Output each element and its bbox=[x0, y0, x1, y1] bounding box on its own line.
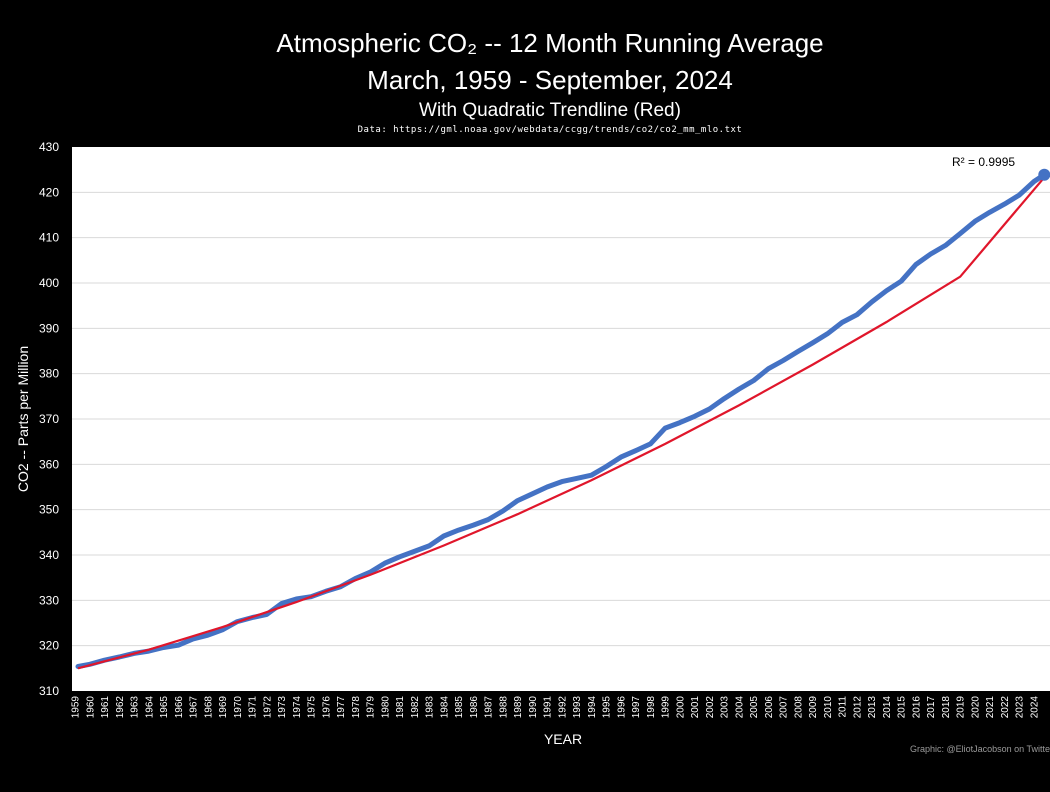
x-tick-label: 1980 bbox=[380, 696, 391, 719]
x-tick-label: 2001 bbox=[690, 696, 701, 719]
y-axis-title: CO2 -- Parts per Million bbox=[15, 346, 31, 492]
y-tick-label: 390 bbox=[39, 321, 59, 335]
x-tick-label: 1969 bbox=[218, 696, 229, 719]
y-tick-label: 340 bbox=[39, 548, 59, 562]
x-tick-label: 2014 bbox=[882, 696, 893, 719]
x-tick-label: 2022 bbox=[1000, 696, 1011, 719]
x-tick-label: 1974 bbox=[292, 696, 303, 719]
y-tick-label: 430 bbox=[39, 140, 59, 154]
x-tick-label: 1963 bbox=[130, 696, 141, 719]
x-tick-label: 2019 bbox=[956, 696, 967, 719]
graphic-credit: Graphic: @EliotJacobson on Twitte bbox=[909, 744, 1050, 754]
x-tick-label: 2023 bbox=[1015, 696, 1026, 719]
trendline-series-line bbox=[77, 176, 1046, 670]
chart-subtitle: With Quadratic Trendline (Red) bbox=[419, 100, 681, 121]
x-tick-label: 1979 bbox=[366, 696, 377, 719]
latest-data-point bbox=[1038, 168, 1050, 181]
x-tick-label: 2010 bbox=[823, 696, 834, 719]
x-axis: 1959 1960 1961 1962 1963 1964 1965 1966 1967 1968… bbox=[71, 696, 1041, 719]
x-tick-label: 2017 bbox=[926, 696, 937, 719]
x-tick-label: 2006 bbox=[764, 696, 775, 719]
y-tick-label: 410 bbox=[39, 231, 59, 245]
y-tick-label: 350 bbox=[39, 503, 59, 517]
x-tick-label: 2011 bbox=[838, 696, 849, 718]
x-tick-label: 1973 bbox=[277, 696, 288, 719]
chart-title: Atmospheric CO₂ -- 12 Month Running Aver… bbox=[276, 28, 824, 58]
x-tick-label: 1968 bbox=[203, 696, 214, 719]
y-tick-label: 330 bbox=[39, 593, 59, 607]
x-tick-label: 2000 bbox=[675, 696, 686, 719]
x-tick-label: 1986 bbox=[469, 696, 480, 719]
y-tick-label: 400 bbox=[39, 276, 59, 290]
x-tick-label: 1981 bbox=[395, 696, 406, 719]
x-tick-label: 1992 bbox=[557, 696, 568, 719]
x-tick-label: 2015 bbox=[897, 696, 908, 719]
x-tick-label: 1990 bbox=[528, 696, 539, 719]
x-tick-label: 1959 bbox=[71, 696, 82, 719]
x-tick-label: 1998 bbox=[646, 696, 657, 719]
x-tick-label: 1961 bbox=[100, 696, 111, 719]
x-tick-label: 2003 bbox=[720, 696, 731, 719]
x-tick-label: 1960 bbox=[85, 696, 96, 719]
y-tick-label: 310 bbox=[39, 684, 59, 698]
x-tick-label: 1995 bbox=[602, 696, 613, 719]
y-tick-label: 420 bbox=[39, 185, 59, 199]
x-tick-label: 2004 bbox=[734, 696, 745, 719]
x-tick-label: 2007 bbox=[779, 696, 790, 719]
x-tick-label: 1970 bbox=[233, 696, 244, 719]
x-axis-title: YEAR bbox=[544, 731, 582, 747]
x-tick-label: 1983 bbox=[425, 696, 436, 719]
y-tick-label: 380 bbox=[39, 367, 59, 381]
x-tick-label: 1977 bbox=[336, 696, 347, 719]
x-tick-label: 1966 bbox=[174, 696, 185, 719]
x-tick-label: 1972 bbox=[262, 696, 273, 719]
x-tick-label: 1964 bbox=[144, 696, 155, 719]
x-tick-label: 1996 bbox=[616, 696, 627, 719]
x-tick-label: 2024 bbox=[1030, 696, 1041, 719]
x-tick-label: 1991 bbox=[543, 696, 554, 719]
x-tick-label: 2009 bbox=[808, 696, 819, 719]
x-tick-label: 1965 bbox=[159, 696, 170, 719]
x-tick-label: 2005 bbox=[749, 696, 760, 719]
x-tick-label: 1989 bbox=[513, 696, 524, 719]
x-tick-label: 1976 bbox=[321, 696, 332, 719]
x-tick-label: 2020 bbox=[970, 696, 981, 719]
x-tick-label: 2012 bbox=[852, 696, 863, 719]
r-squared-annotation: R² = 0.9995 bbox=[952, 155, 1015, 169]
data-source: Data: https://gml.noaa.gov/webdata/ccgg/… bbox=[357, 125, 743, 135]
x-tick-label: 1999 bbox=[661, 696, 672, 719]
x-tick-label: 1975 bbox=[307, 696, 318, 719]
y-tick-label: 360 bbox=[39, 457, 59, 471]
x-tick-label: 1994 bbox=[587, 696, 598, 719]
x-tick-label: 2021 bbox=[985, 696, 996, 719]
x-tick-label: 2013 bbox=[867, 696, 878, 719]
x-tick-label: 1967 bbox=[189, 696, 200, 719]
x-tick-label: 1971 bbox=[248, 696, 259, 719]
x-tick-label: 1987 bbox=[484, 696, 495, 719]
y-axis: 310 320 330 340 350 360 370 380 390 400 410 420 430 bbox=[39, 140, 59, 698]
chart-date-range: March, 1959 - September, 2024 bbox=[367, 65, 733, 95]
x-tick-label: 1982 bbox=[410, 696, 421, 719]
x-tick-label: 1985 bbox=[454, 696, 465, 719]
x-tick-label: 1988 bbox=[498, 696, 509, 719]
y-tick-label: 320 bbox=[39, 639, 59, 653]
gridlines bbox=[72, 191, 1050, 647]
x-tick-label: 2008 bbox=[793, 696, 804, 719]
x-tick-label: 1984 bbox=[439, 696, 450, 719]
x-tick-label: 2002 bbox=[705, 696, 716, 719]
x-tick-label: 1997 bbox=[631, 696, 642, 719]
y-tick-label: 370 bbox=[39, 412, 59, 426]
x-tick-label: 1993 bbox=[572, 696, 583, 719]
x-tick-label: 2018 bbox=[941, 696, 952, 719]
x-tick-label: 1978 bbox=[351, 696, 362, 719]
x-tick-label: 1962 bbox=[115, 696, 126, 719]
x-tick-label: 2016 bbox=[911, 696, 922, 719]
